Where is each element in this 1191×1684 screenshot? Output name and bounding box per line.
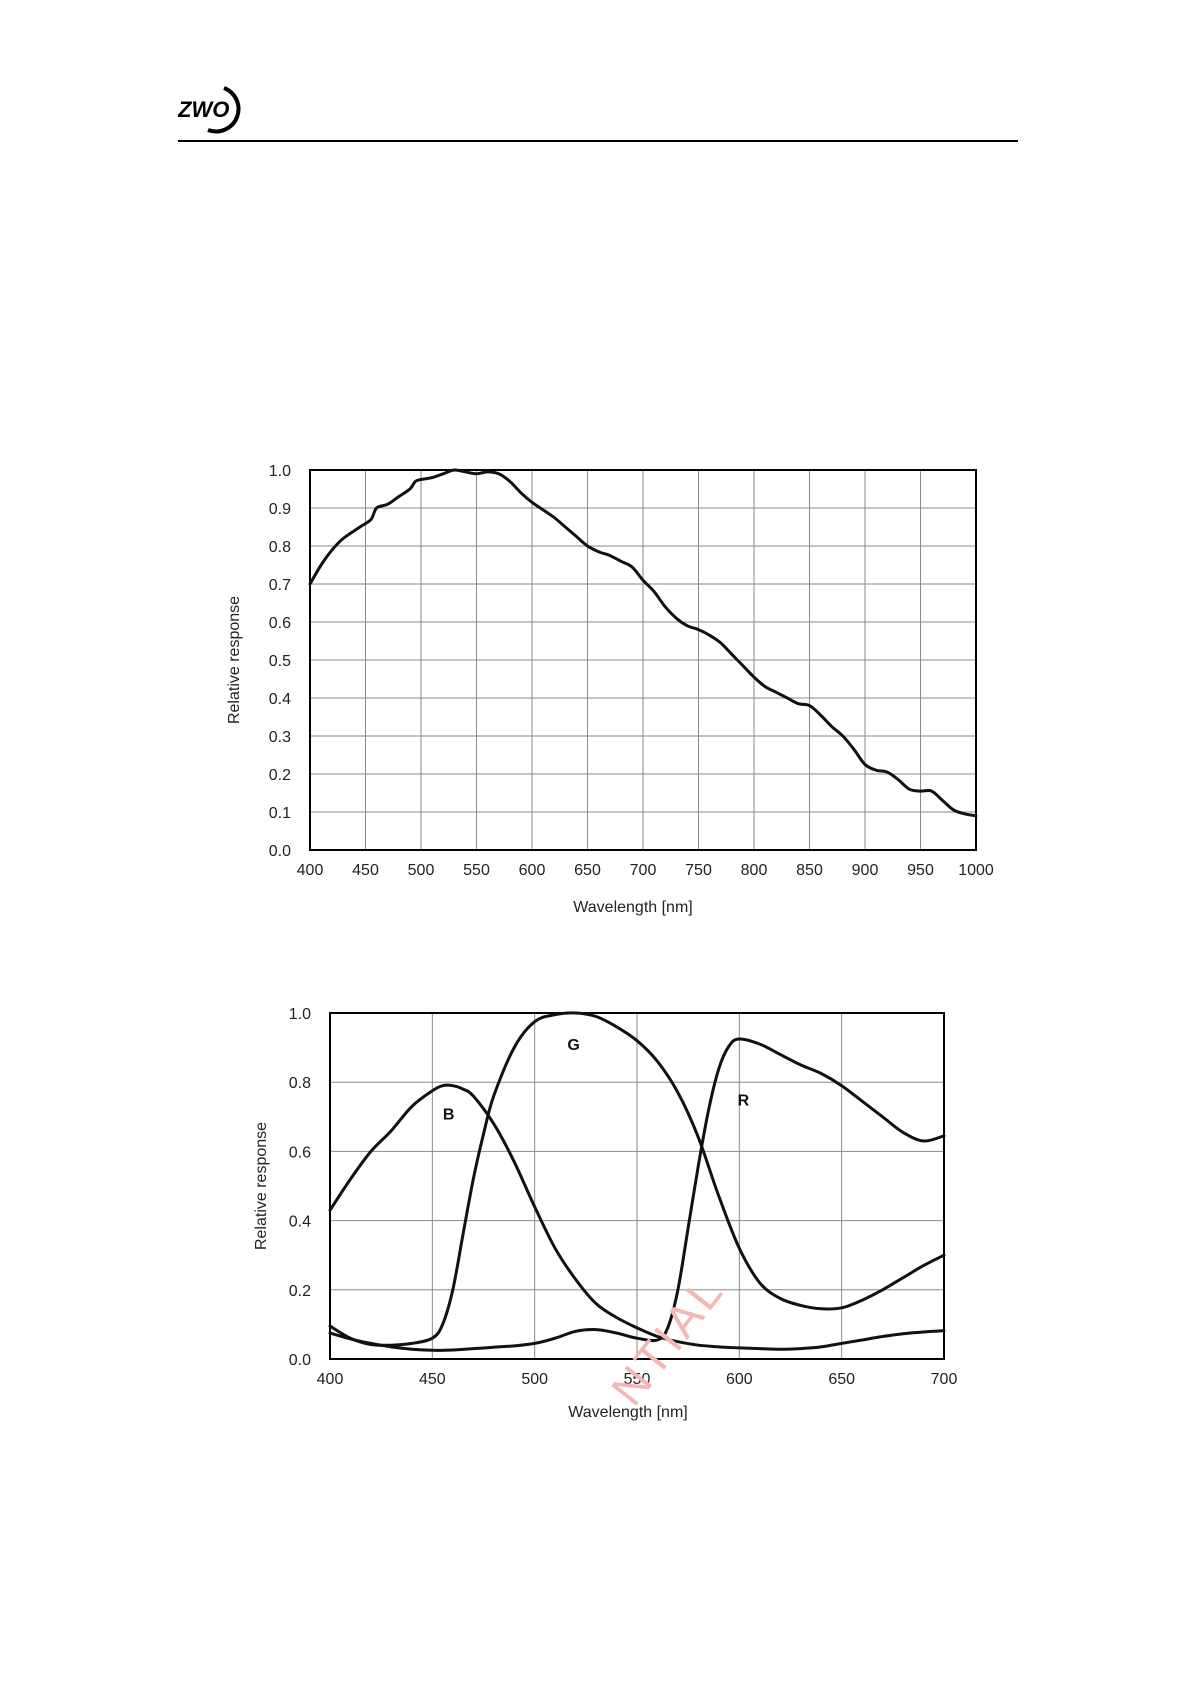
mono-plot-frame bbox=[309, 469, 977, 851]
series-line bbox=[308, 468, 978, 818]
y-tick-label: 0.0 bbox=[269, 843, 291, 860]
mono-x-tick-labels: 400 450 500 550 600 650 700 750 800 850 900 950 1000 bbox=[297, 862, 994, 879]
rgb-series-group: B G R bbox=[328, 1011, 946, 1352]
x-tick-label: 600 bbox=[726, 1371, 753, 1388]
y-tick-label: 0.2 bbox=[269, 767, 291, 784]
y-tick-label: 0.7 bbox=[269, 577, 291, 594]
rgb-plot-frame bbox=[329, 1012, 945, 1360]
y-tick-label: 0.8 bbox=[289, 1075, 311, 1092]
rgb-y-tick-labels: 0.0 0.2 0.4 0.6 0.8 1.0 bbox=[289, 1006, 311, 1369]
series-line-b bbox=[328, 1083, 946, 1351]
series-label-b: B bbox=[443, 1106, 455, 1123]
series-label-g: G bbox=[567, 1037, 579, 1054]
header-rule bbox=[178, 140, 1018, 142]
zwo-logo: ZWO bbox=[177, 82, 258, 140]
x-tick-label: 1000 bbox=[958, 862, 994, 879]
rgb-grid bbox=[329, 1012, 945, 1360]
x-tick-label: 650 bbox=[574, 862, 601, 879]
rgb-x-axis-title: Wavelength [nm] bbox=[568, 1404, 687, 1421]
rgb-x-tick-labels: 400 450 500 550 600 650 700 bbox=[317, 1371, 958, 1388]
x-tick-label: 900 bbox=[852, 862, 879, 879]
logo-swoosh bbox=[207, 86, 241, 134]
y-tick-label: 0.4 bbox=[289, 1214, 311, 1231]
x-tick-label: 650 bbox=[828, 1371, 855, 1388]
x-tick-label: 550 bbox=[624, 1371, 651, 1388]
y-tick-label: 0.2 bbox=[289, 1283, 311, 1300]
x-tick-label: 400 bbox=[297, 862, 324, 879]
mono-y-tick-labels: 0.0 0.1 0.2 0.3 0.4 0.5 0.6 0.7 0.8 0.9 1.0 bbox=[269, 463, 291, 860]
mono-response-chart: 400 450 500 550 600 650 700 750 800 850 900 950 1000… bbox=[226, 463, 994, 916]
series-label-r: R bbox=[738, 1093, 750, 1110]
series-line-g bbox=[328, 1011, 946, 1347]
x-tick-label: 950 bbox=[907, 862, 934, 879]
y-tick-label: 0.6 bbox=[289, 1144, 311, 1161]
x-tick-label: 700 bbox=[931, 1371, 958, 1388]
rgb-response-chart: 400 450 500 550 600 650 700 0.0 0.2 0.4 0.6 0.8 1.0… bbox=[253, 1006, 958, 1421]
rgb-y-axis-title: Relative response bbox=[253, 1122, 270, 1250]
y-tick-label: 0.9 bbox=[269, 501, 291, 518]
x-tick-label: 550 bbox=[463, 862, 490, 879]
y-tick-label: 0.5 bbox=[269, 653, 291, 670]
y-tick-label: 0.8 bbox=[269, 539, 291, 556]
x-tick-label: 700 bbox=[630, 862, 657, 879]
y-tick-label: 0.1 bbox=[269, 805, 291, 822]
series-line-r bbox=[328, 1037, 946, 1352]
y-tick-label: 1.0 bbox=[289, 1006, 311, 1023]
x-tick-label: 450 bbox=[419, 1371, 446, 1388]
x-tick-label: 500 bbox=[408, 862, 435, 879]
y-tick-label: 0.3 bbox=[269, 729, 291, 746]
x-tick-label: 750 bbox=[685, 862, 712, 879]
x-tick-label: 600 bbox=[519, 862, 546, 879]
x-tick-label: 400 bbox=[317, 1371, 344, 1388]
mono-x-axis-title: Wavelength [nm] bbox=[573, 899, 692, 916]
x-tick-label: 850 bbox=[796, 862, 823, 879]
x-tick-label: 450 bbox=[352, 862, 379, 879]
mono-y-axis-title: Relative response bbox=[226, 596, 243, 724]
zwo-logo-mark: ZWO bbox=[177, 86, 241, 134]
logo-text: ZWO bbox=[178, 97, 229, 122]
y-tick-label: 0.0 bbox=[289, 1352, 311, 1369]
mono-series-group bbox=[308, 468, 978, 818]
x-tick-label: 800 bbox=[741, 862, 768, 879]
y-tick-label: 0.4 bbox=[269, 691, 291, 708]
y-tick-label: 0.6 bbox=[269, 615, 291, 632]
x-tick-label: 500 bbox=[521, 1371, 548, 1388]
y-tick-label: 1.0 bbox=[269, 463, 291, 480]
